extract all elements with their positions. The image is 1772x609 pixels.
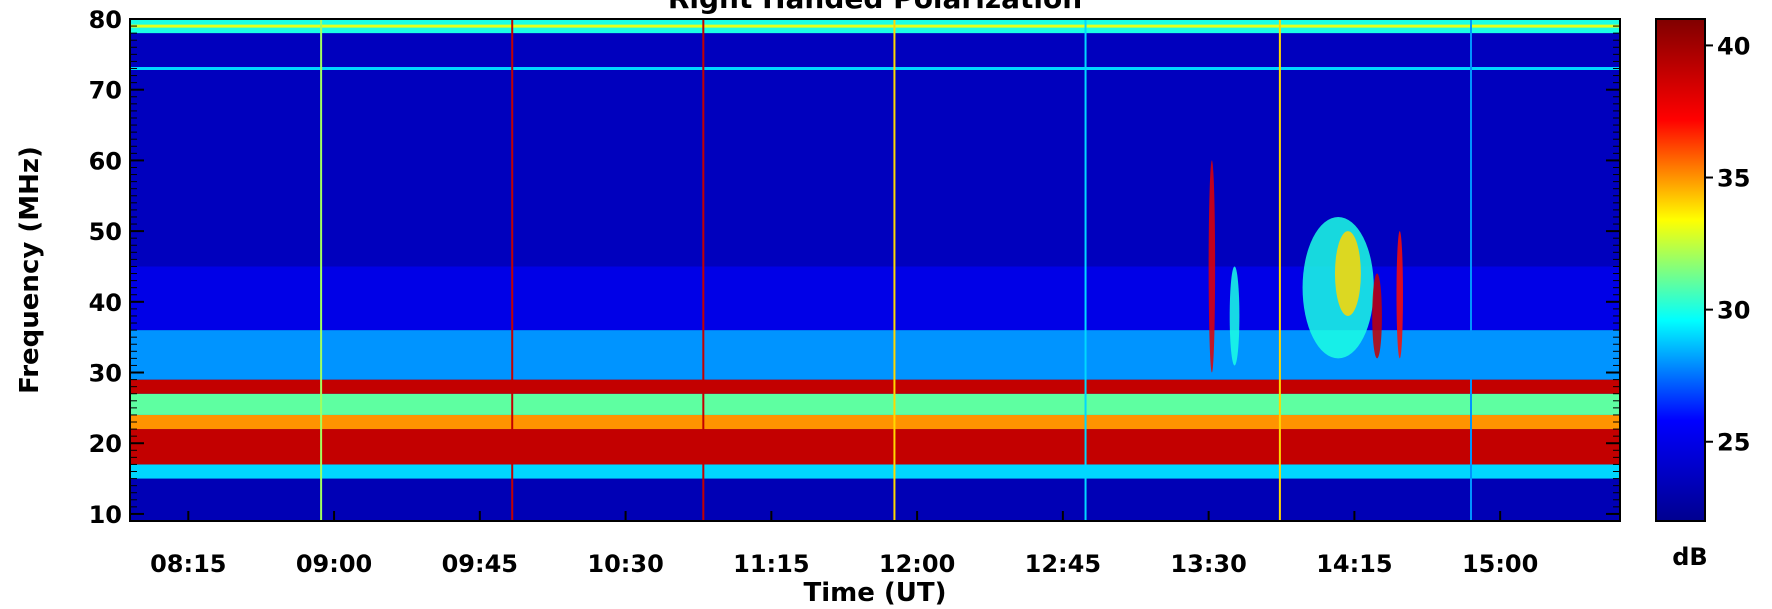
spectrogram-burst [1396, 231, 1403, 359]
y-tick-label: 20 [89, 430, 122, 458]
spectrogram-band [130, 33, 1620, 267]
spectrogram-band [130, 393, 1620, 415]
y-tick-label: 30 [89, 360, 122, 388]
y-tick-label: 70 [89, 77, 122, 105]
spectrogram-burst [1208, 160, 1216, 373]
spectrogram-burst [1372, 273, 1382, 359]
x-tick-label: 09:45 [442, 550, 518, 578]
y-tick-label: 80 [89, 6, 122, 34]
spectrogram-plot-area [130, 19, 1620, 521]
y-tick-label: 40 [89, 289, 122, 317]
y-tick-label: 10 [89, 501, 122, 529]
x-tick-label: 14:15 [1316, 550, 1392, 578]
colorbar-label: dB [1672, 543, 1707, 571]
colorbar-tick-label: 35 [1717, 165, 1750, 193]
x-tick-label: 10:30 [587, 550, 663, 578]
colorbar-tick-label: 25 [1717, 429, 1750, 457]
plot-frame [129, 18, 1621, 522]
spectrogram-band [130, 330, 1620, 380]
x-tick-label: 12:00 [879, 550, 955, 578]
colorbar [1655, 18, 1706, 522]
x-axis: 08:15 09:00 09:45 10:30 11:15 12:00 12:45 13:30… [150, 511, 1538, 578]
colorbar-axis: 25 30 35 40 [1705, 32, 1750, 457]
x-tick-label: 15:00 [1462, 550, 1538, 578]
spectrogram-band [130, 464, 1620, 479]
spectrogram-band [130, 379, 1620, 394]
x-tick-label: 09:00 [296, 550, 372, 578]
x-tick-label: 11:15 [733, 550, 809, 578]
spectrogram-burst [1334, 231, 1361, 316]
x-tick-label: 13:30 [1170, 550, 1246, 578]
spectrogram-band [130, 478, 1620, 521]
spectrogram-burst [1229, 266, 1240, 366]
x-axis-label: Time (UT) [803, 578, 946, 608]
y-tick-label: 60 [89, 147, 122, 175]
y-tick-label: 50 [89, 218, 122, 246]
spectrogram-band [130, 429, 1620, 465]
chart-title: Right Handed Polarization [668, 0, 1082, 15]
x-tick-label: 12:45 [1025, 550, 1101, 578]
x-tick-label: 08:15 [150, 550, 226, 578]
y-axis-label: Frequency (MHz) [15, 146, 45, 394]
colorbar-tick-label: 30 [1717, 297, 1750, 325]
spectrogram-band [130, 266, 1620, 331]
colorbar-tick-label: 40 [1717, 32, 1750, 60]
y-axis: 10 20 30 40 50 60 70 80 [89, 6, 1620, 529]
spectrogram-band [130, 414, 1620, 430]
